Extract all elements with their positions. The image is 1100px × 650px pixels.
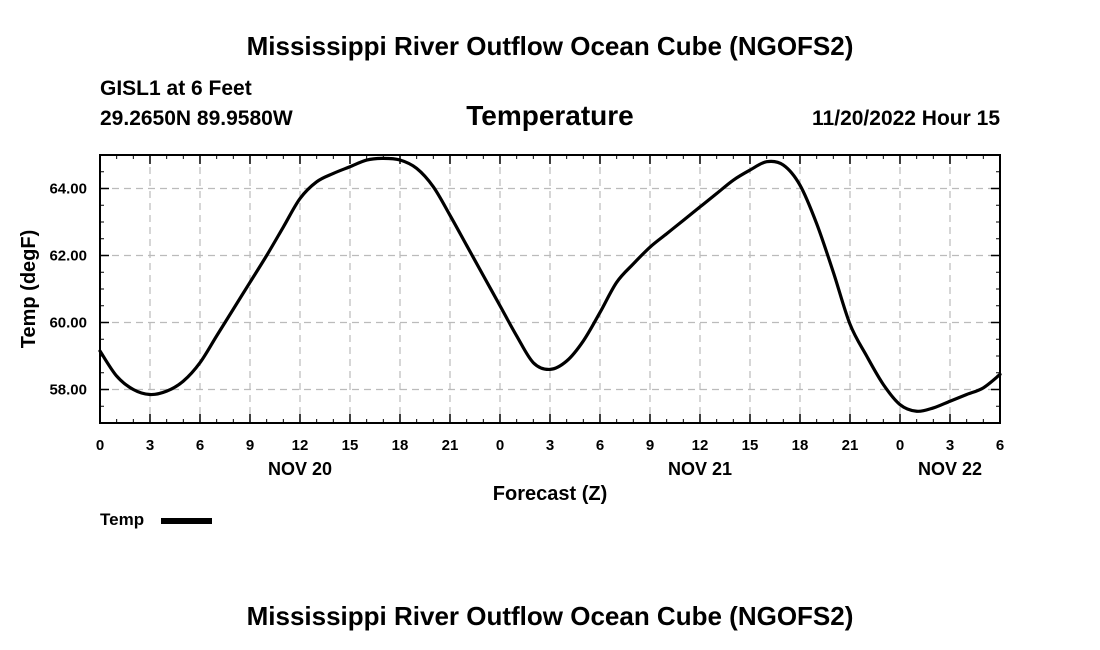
x-tick-label: 12	[692, 437, 709, 454]
y-tick-label: 62.00	[49, 248, 87, 265]
grid-lines	[100, 155, 1000, 423]
footer-title: Mississippi River Outflow Ocean Cube (NG…	[247, 601, 854, 631]
temp-series-line	[98, 156, 1002, 413]
y-axis-label: Temp (degF)	[18, 230, 40, 349]
y-tick-label: 60.00	[49, 315, 87, 332]
date-label: NOV 21	[668, 459, 732, 479]
coords-label: 29.2650N 89.9580W	[100, 107, 293, 130]
x-axis-label: Forecast (Z)	[493, 483, 607, 505]
x-tick-label: 6	[996, 437, 1004, 454]
x-tick-label: 0	[496, 437, 504, 454]
x-tick-label: 6	[196, 437, 204, 454]
legend: Temp	[100, 510, 212, 529]
y-tick-label: 64.00	[49, 181, 87, 198]
x-tick-label: 18	[792, 437, 809, 454]
x-tick-label: 15	[742, 437, 759, 454]
date-label: NOV 22	[918, 459, 982, 479]
legend-label: Temp	[100, 510, 144, 529]
timestamp-label: 11/20/2022 Hour 15	[812, 107, 1000, 130]
x-tick-label: 0	[96, 437, 104, 454]
x-tick-label: 3	[146, 437, 154, 454]
x-tick-label: 3	[946, 437, 954, 454]
tick-layer	[99, 154, 1001, 424]
chart-title: Temperature	[466, 100, 634, 131]
y-tick-labels: 58.00 60.00 62.00 64.00	[49, 181, 87, 399]
series-layer	[98, 156, 1002, 413]
x-tick-label: 15	[342, 437, 359, 454]
date-labels: NOV 20 NOV 21 NOV 22	[268, 459, 982, 479]
x-tick-label: 0	[896, 437, 904, 454]
x-tick-label: 18	[392, 437, 409, 454]
x-tick-label: 6	[596, 437, 604, 454]
x-tick-label: 21	[442, 437, 459, 454]
station-label: GISL1 at 6 Feet	[100, 77, 252, 100]
date-label: NOV 20	[268, 459, 332, 479]
x-tick-label: 21	[842, 437, 859, 454]
x-tick-label: 12	[292, 437, 309, 454]
x-tick-label: 9	[646, 437, 654, 454]
x-tick-label: 3	[546, 437, 554, 454]
main-title: Mississippi River Outflow Ocean Cube (NG…	[247, 31, 854, 61]
x-tick-label: 9	[246, 437, 254, 454]
y-tick-label: 58.00	[49, 382, 87, 399]
x-tick-labels: 0 3 6 9 12 15 18 21 0 3 6 9 12 15 18 21 0 3 6	[96, 437, 1004, 454]
